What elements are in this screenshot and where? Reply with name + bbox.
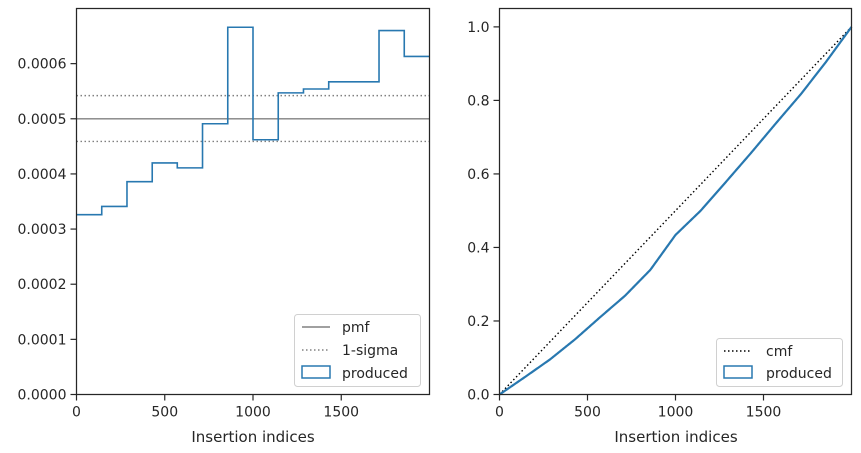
histogram-y-tick-label: 0.0000 <box>18 388 67 404</box>
cumulative-y-tick-label: 0.6 <box>467 167 489 183</box>
cumulative-series-layer <box>498 26 853 396</box>
histogram-x-tick-label: 0 <box>72 405 81 421</box>
cumulative-axes-frame <box>498 7 853 396</box>
legend-produced-swatch <box>301 365 331 379</box>
produced-cdf-series <box>498 26 853 396</box>
histogram-panel: 0 500 1000 1500 0.00000.00010.00020.00030.0… <box>18 7 431 446</box>
legend-cmf-label: cmf <box>766 344 793 360</box>
histogram-x-ticks: 0 500 1000 1500 <box>72 394 359 421</box>
histogram-x-tick-label: 500 <box>151 405 178 421</box>
histogram-y-tick-label: 0.0003 <box>18 222 67 238</box>
legend-produced-label: produced <box>342 366 408 382</box>
cumulative-y-tick-label: 0.4 <box>467 240 489 256</box>
histogram-x-axis-label: Insertion indices <box>191 428 314 446</box>
histogram-x-tick-label: 1500 <box>323 405 359 421</box>
cumulative-y-tick-label: 0.0 <box>467 388 489 404</box>
histogram-y-ticks: 0.0000 0.0001 0.0002 0.0003 0.0004 0.0005 0.00… <box>18 57 77 404</box>
histogram-series-layer <box>76 26 430 216</box>
cumulative-x-tick-label: 500 <box>574 405 601 421</box>
cumulative-x-tick-label: 1000 <box>658 405 694 421</box>
histogram-x-tick-label: 1000 <box>235 405 271 421</box>
cumulative-x-ticks: 0 500 1000 1500 <box>495 394 782 421</box>
legend-pmf-label: pmf <box>342 320 371 336</box>
cumulative-legend: cmf produced <box>716 338 843 387</box>
histogram-y-tick-label: 0.0005 <box>18 112 67 128</box>
histogram-legend-box <box>294 314 421 387</box>
cumulative-x-tick-label: 0 <box>495 405 504 421</box>
legend-1-sigma-label: 1-sigma <box>342 343 398 359</box>
cumulative-y-ticks: 0.0 0.2 0.4 0.6 0.8 1.0 <box>467 20 500 404</box>
cumulative-y-tick-label: 0.8 <box>467 93 489 109</box>
histogram-y-tick-label: 0.0006 <box>18 57 67 73</box>
histogram-y-tick-label: 0.0002 <box>18 277 67 293</box>
cumulative-y-tick-label: 0.2 <box>467 314 489 330</box>
legend-produced-swatch-cumulative <box>723 365 753 379</box>
legend-produced-label-cumulative: produced <box>766 366 832 382</box>
cumulative-x-axis-label: Insertion indices <box>614 428 737 446</box>
histogram-y-tick-label: 0.0001 <box>18 332 67 348</box>
produced-step-series <box>76 26 430 216</box>
cmf-line <box>498 26 853 395</box>
cumulative-y-tick-label: 1.0 <box>467 20 489 36</box>
cumulative-x-tick-label: 1500 <box>746 405 782 421</box>
histogram-legend: pmf 1-sigma produced <box>294 314 421 387</box>
cumulative-panel: 0 500 1000 1500 0.0 0.2 0.4 0.6 0.8 1.0 Insertio… <box>467 7 853 446</box>
histogram-y-tick-label: 0.0004 <box>18 167 67 183</box>
